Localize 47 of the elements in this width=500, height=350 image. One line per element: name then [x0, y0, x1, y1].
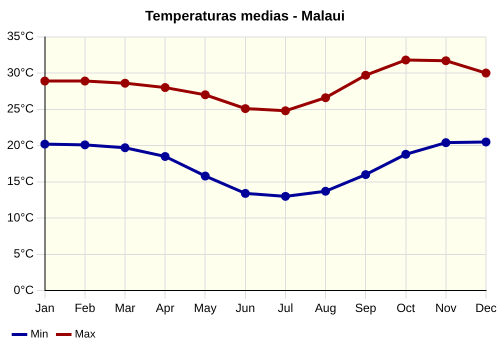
x-tick-label: Jul — [278, 301, 294, 316]
point — [80, 140, 90, 150]
point — [321, 93, 330, 102]
x-tick-label: May — [194, 301, 217, 316]
point — [40, 140, 50, 149]
point — [361, 170, 370, 180]
y-tick-label: 30°C — [7, 65, 34, 80]
y-tick-label: 35°C — [7, 29, 34, 44]
point — [401, 150, 410, 159]
point — [482, 68, 490, 78]
x-tick-label: Aug — [314, 301, 336, 316]
point — [120, 143, 130, 152]
point — [482, 137, 490, 146]
point — [40, 76, 50, 86]
point — [120, 78, 130, 88]
point — [321, 186, 330, 196]
point — [160, 83, 170, 92]
point — [200, 172, 210, 181]
point — [200, 90, 210, 100]
y-tick-label: 0°C — [14, 282, 34, 297]
x-tick-label: Apr — [156, 301, 174, 316]
x-tick-label: Nov — [435, 301, 457, 316]
point — [80, 76, 90, 86]
x-tick-label: Dec — [475, 301, 497, 316]
legend-label: Max — [74, 328, 96, 341]
point — [441, 56, 450, 66]
point — [280, 106, 290, 116]
point — [160, 152, 170, 161]
legend-label: Min — [30, 328, 48, 341]
y-tick-label: 5°C — [14, 246, 34, 261]
x-tick-label: Jun — [236, 301, 256, 316]
point — [240, 188, 250, 198]
y-tick-label: 10°C — [7, 210, 34, 224]
point — [441, 138, 450, 148]
point — [401, 56, 410, 65]
y-tick-label: 15°C — [7, 174, 34, 188]
y-tick-label: 20°C — [7, 138, 34, 152]
x-tick-label: Sep — [354, 301, 377, 316]
point — [240, 104, 250, 114]
chart-title: Temperaturas medias - Malaui — [145, 7, 345, 24]
x-tick-label: Oct — [396, 301, 416, 316]
y-tick-label: 25°C — [7, 102, 34, 116]
x-tick-label: Feb — [74, 301, 96, 316]
x-tick-label: Mar — [114, 301, 136, 316]
point — [361, 70, 370, 80]
x-tick-label: Jan — [35, 301, 54, 316]
point — [280, 192, 290, 201]
